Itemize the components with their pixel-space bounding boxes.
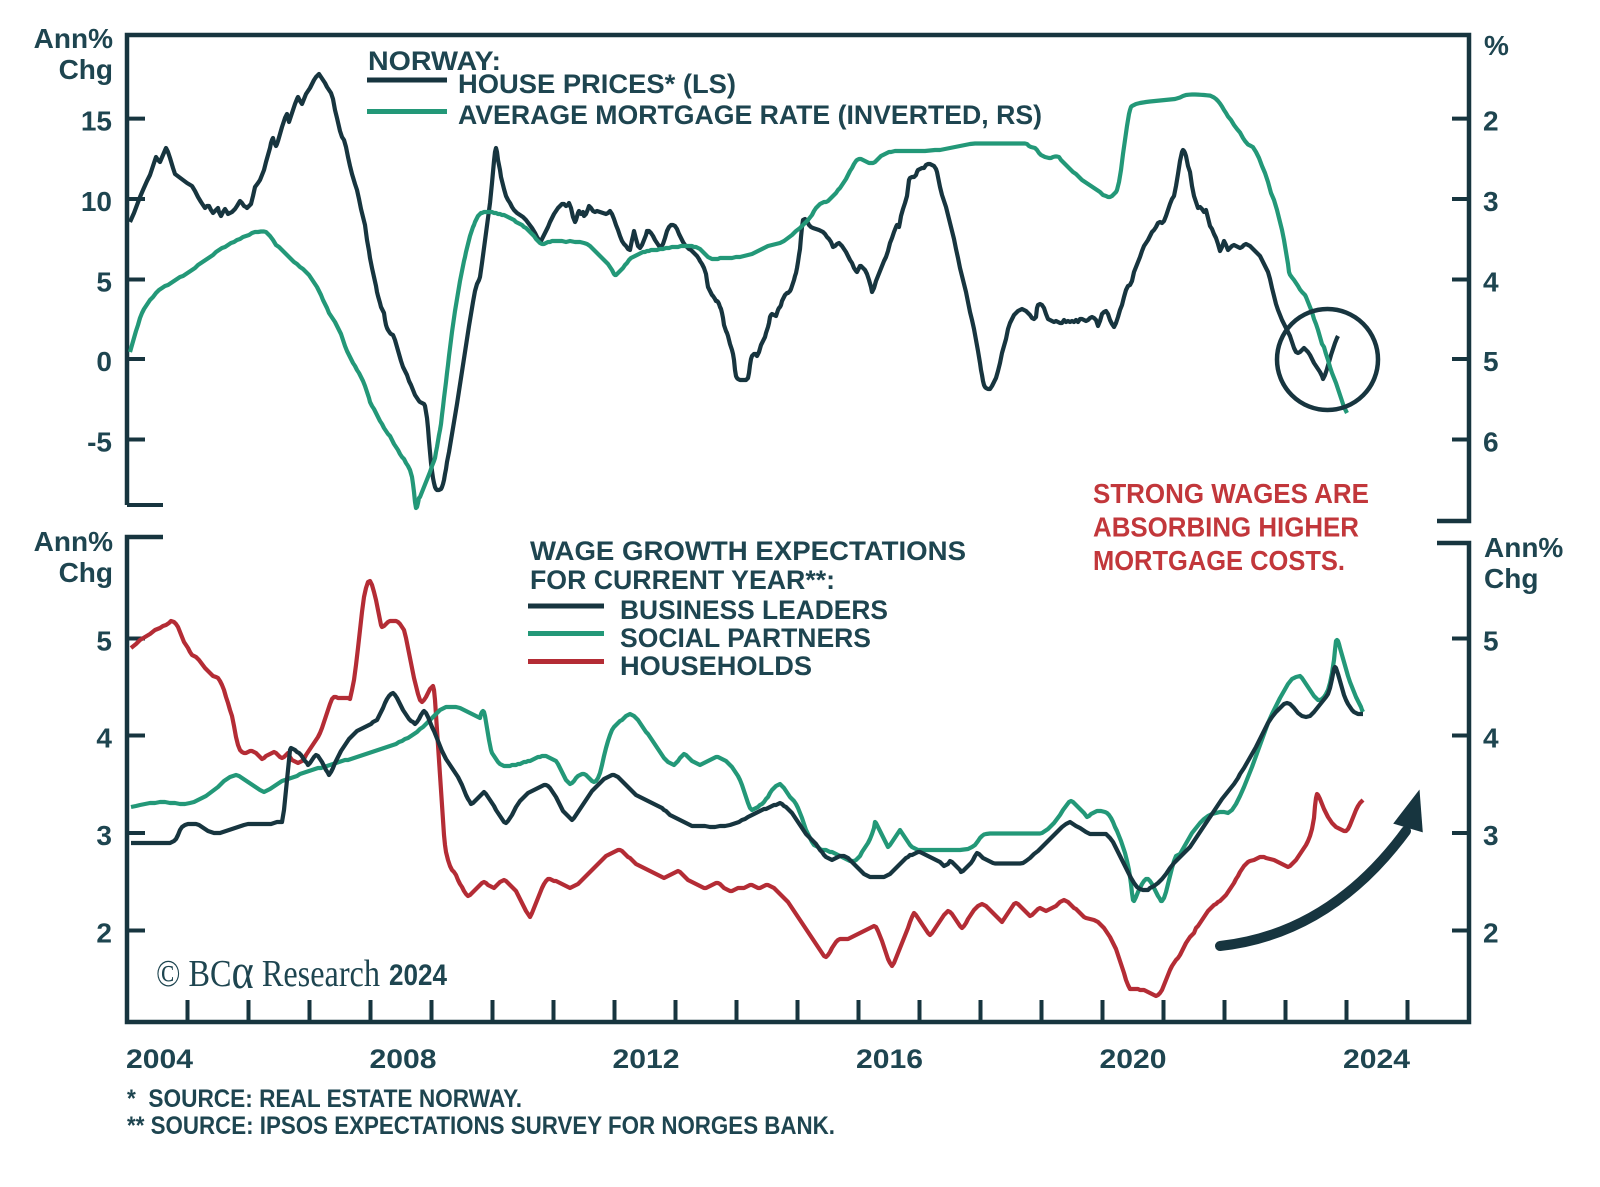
svg-text:3: 3 [1483, 186, 1499, 217]
svg-text:FOR CURRENT YEAR**:: FOR CURRENT YEAR**: [530, 565, 835, 595]
svg-text:2024: 2024 [389, 959, 447, 992]
svg-text:2008: 2008 [370, 1044, 437, 1074]
svg-text:© BCα Research: © BCα Research [156, 943, 380, 999]
svg-text:ABSORBING HIGHER: ABSORBING HIGHER [1093, 512, 1359, 543]
svg-text:3: 3 [96, 820, 112, 851]
svg-text:10: 10 [81, 186, 112, 217]
svg-text:Chg: Chg [1484, 563, 1538, 594]
svg-text:BUSINESS LEADERS: BUSINESS LEADERS [620, 595, 888, 625]
svg-text:2004: 2004 [126, 1044, 193, 1074]
svg-text:2: 2 [1483, 918, 1499, 949]
svg-text:4: 4 [1483, 723, 1499, 754]
svg-text:** SOURCE: IPSOS EXPECTATIONS: ** SOURCE: IPSOS EXPECTATIONS SURVEY FOR… [127, 1112, 835, 1140]
svg-text:2020: 2020 [1100, 1044, 1167, 1074]
svg-text:2: 2 [96, 918, 112, 949]
svg-text:15: 15 [81, 106, 112, 137]
svg-text:5: 5 [96, 267, 112, 298]
svg-text:0: 0 [96, 346, 112, 377]
svg-text:3: 3 [1483, 820, 1499, 851]
svg-text:%: % [1484, 30, 1509, 61]
svg-text:4: 4 [1483, 267, 1499, 298]
svg-text:2024: 2024 [1343, 1044, 1410, 1074]
svg-text:2016: 2016 [856, 1044, 923, 1074]
svg-text:2012: 2012 [613, 1044, 680, 1074]
svg-text:SOCIAL PARTNERS: SOCIAL PARTNERS [620, 623, 871, 653]
svg-text:STRONG WAGES ARE: STRONG WAGES ARE [1093, 478, 1369, 509]
svg-text:AVERAGE MORTGAGE RATE (INVERTE: AVERAGE MORTGAGE RATE (INVERTED, RS) [458, 100, 1042, 130]
svg-text:HOUSEHOLDS: HOUSEHOLDS [620, 651, 812, 681]
svg-text:MORTGAGE COSTS.: MORTGAGE COSTS. [1093, 545, 1345, 576]
svg-text:2: 2 [1483, 106, 1499, 137]
svg-text:Ann%: Ann% [34, 23, 113, 54]
svg-text:HOUSE PRICES* (LS): HOUSE PRICES* (LS) [458, 69, 736, 99]
svg-text:* SOURCE: REAL ESTATE NORWAY.: * SOURCE: REAL ESTATE NORWAY. [127, 1085, 522, 1113]
svg-text:5: 5 [96, 626, 112, 657]
svg-text:5: 5 [1483, 346, 1499, 377]
svg-text:5: 5 [1483, 626, 1499, 657]
svg-text:WAGE GROWTH EXPECTATIONS: WAGE GROWTH EXPECTATIONS [530, 536, 966, 566]
svg-text:Ann%: Ann% [34, 526, 113, 557]
svg-text:Chg: Chg [59, 557, 113, 588]
svg-text:4: 4 [96, 723, 112, 754]
svg-text:-5: -5 [87, 427, 112, 458]
svg-text:6: 6 [1483, 427, 1499, 458]
svg-text:NORWAY:: NORWAY: [368, 46, 501, 76]
svg-text:Ann%: Ann% [1484, 532, 1563, 563]
svg-text:Chg: Chg [59, 54, 113, 85]
